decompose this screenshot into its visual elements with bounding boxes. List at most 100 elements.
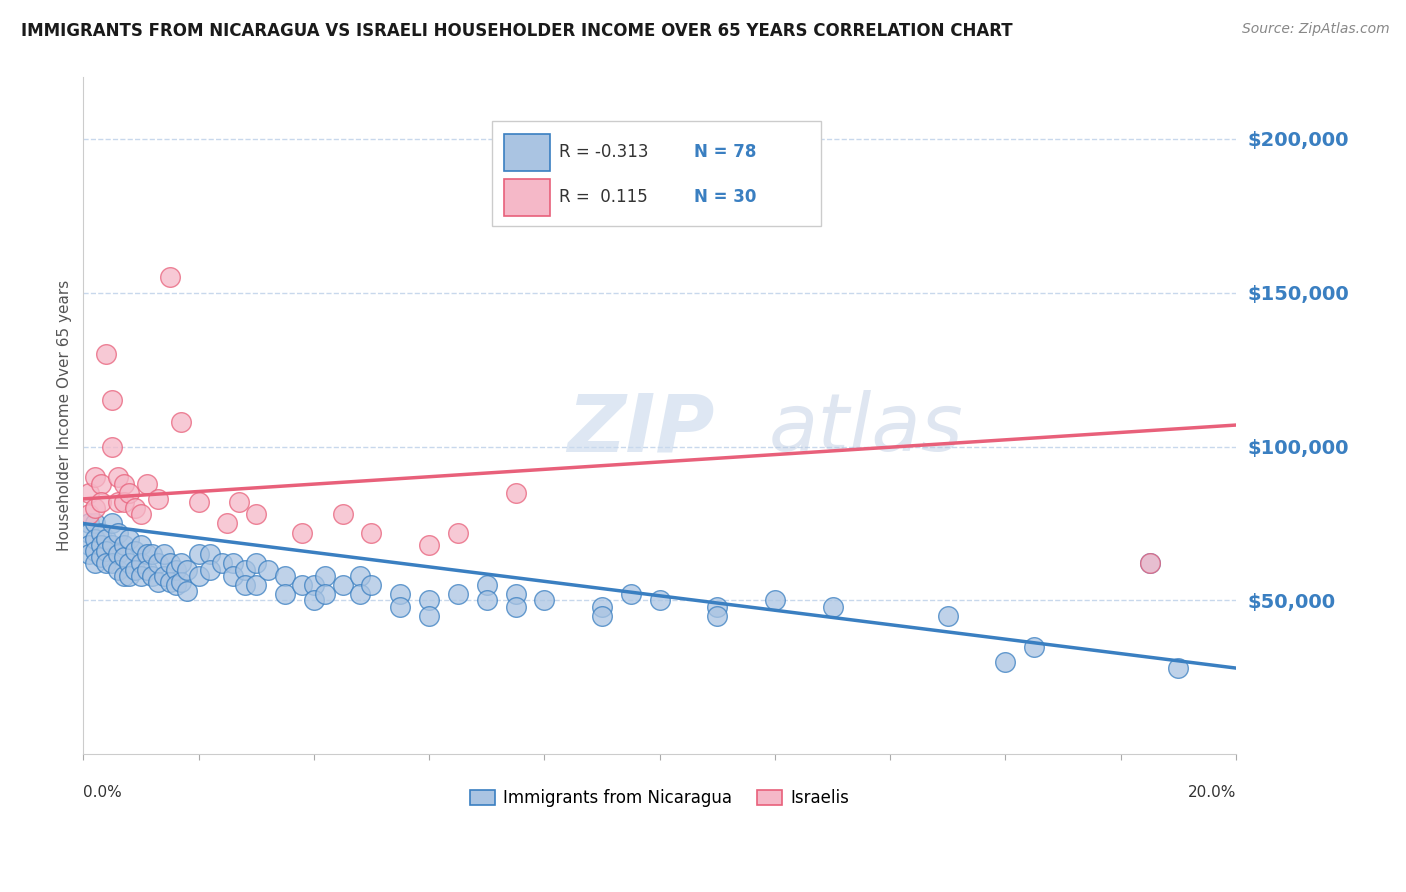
Point: [101, 516, 124, 531]
Point: [291, 525, 314, 540]
Text: Source: ZipAtlas.com: Source: ZipAtlas.com: [1241, 22, 1389, 37]
Point: [159, 574, 181, 589]
Point: [141, 547, 163, 561]
Point: [349, 587, 371, 601]
Point: [222, 557, 245, 571]
Point: [475, 578, 498, 592]
Point: [1167, 661, 1189, 675]
Point: [148, 557, 170, 571]
Point: [101, 538, 124, 552]
Point: [83, 501, 105, 516]
Y-axis label: Householder Income Over 65 years: Householder Income Over 65 years: [58, 280, 72, 551]
Point: [505, 485, 527, 500]
Point: [124, 563, 146, 577]
Point: [994, 655, 1017, 669]
Point: [936, 608, 959, 623]
Point: [118, 532, 141, 546]
Point: [77, 547, 100, 561]
Point: [141, 569, 163, 583]
Point: [148, 574, 170, 589]
Point: [83, 532, 105, 546]
Point: [77, 516, 100, 531]
Point: [170, 415, 193, 429]
Point: [418, 608, 440, 623]
Point: [332, 508, 354, 522]
Point: [107, 495, 129, 509]
Text: IMMIGRANTS FROM NICARAGUA VS ISRAELI HOUSEHOLDER INCOME OVER 65 YEARS CORRELATIO: IMMIGRANTS FROM NICARAGUA VS ISRAELI HOU…: [21, 22, 1012, 40]
Point: [90, 476, 112, 491]
Point: [90, 495, 112, 509]
FancyBboxPatch shape: [492, 121, 821, 227]
Point: [83, 516, 105, 531]
Point: [165, 563, 187, 577]
Point: [101, 393, 124, 408]
Point: [256, 563, 278, 577]
Point: [360, 525, 382, 540]
Point: [1024, 640, 1046, 654]
Point: [165, 578, 187, 592]
Point: [135, 563, 157, 577]
Point: [332, 578, 354, 592]
Point: [187, 547, 209, 561]
Point: [112, 476, 135, 491]
Legend: Immigrants from Nicaragua, Israelis: Immigrants from Nicaragua, Israelis: [463, 782, 856, 814]
Point: [118, 557, 141, 571]
Point: [228, 495, 250, 509]
Point: [389, 587, 412, 601]
Point: [118, 485, 141, 500]
Point: [77, 525, 100, 540]
Point: [233, 563, 256, 577]
Point: [129, 538, 152, 552]
Point: [349, 569, 371, 583]
Point: [112, 495, 135, 509]
Point: [211, 557, 233, 571]
Point: [96, 532, 118, 546]
Text: 0.0%: 0.0%: [83, 785, 122, 799]
Point: [153, 569, 176, 583]
Point: [101, 557, 124, 571]
Point: [107, 563, 129, 577]
Point: [418, 538, 440, 552]
Text: R = -0.313: R = -0.313: [560, 143, 648, 161]
Point: [77, 538, 100, 552]
Point: [101, 440, 124, 454]
Point: [135, 476, 157, 491]
Point: [591, 608, 613, 623]
Point: [314, 587, 336, 601]
Point: [763, 593, 786, 607]
Point: [198, 547, 221, 561]
Point: [187, 569, 209, 583]
FancyBboxPatch shape: [503, 134, 550, 171]
Point: [96, 544, 118, 558]
Point: [96, 347, 118, 361]
Point: [90, 550, 112, 565]
Point: [821, 599, 844, 614]
Point: [314, 569, 336, 583]
Point: [135, 547, 157, 561]
Point: [274, 569, 297, 583]
Point: [217, 516, 239, 531]
Point: [107, 525, 129, 540]
Point: [389, 599, 412, 614]
Text: N = 30: N = 30: [695, 188, 756, 206]
Point: [591, 599, 613, 614]
Text: atlas: atlas: [769, 391, 965, 468]
Point: [291, 578, 314, 592]
Point: [118, 569, 141, 583]
Point: [198, 563, 221, 577]
Point: [124, 544, 146, 558]
Point: [245, 557, 267, 571]
Point: [107, 547, 129, 561]
Point: [159, 557, 181, 571]
Point: [112, 538, 135, 552]
Point: [90, 525, 112, 540]
Text: R =  0.115: R = 0.115: [560, 188, 648, 206]
Point: [505, 599, 527, 614]
Point: [1139, 557, 1161, 571]
Point: [360, 578, 382, 592]
Point: [124, 501, 146, 516]
Point: [418, 593, 440, 607]
Point: [170, 574, 193, 589]
Text: ZIP: ZIP: [568, 391, 714, 468]
Point: [77, 508, 100, 522]
